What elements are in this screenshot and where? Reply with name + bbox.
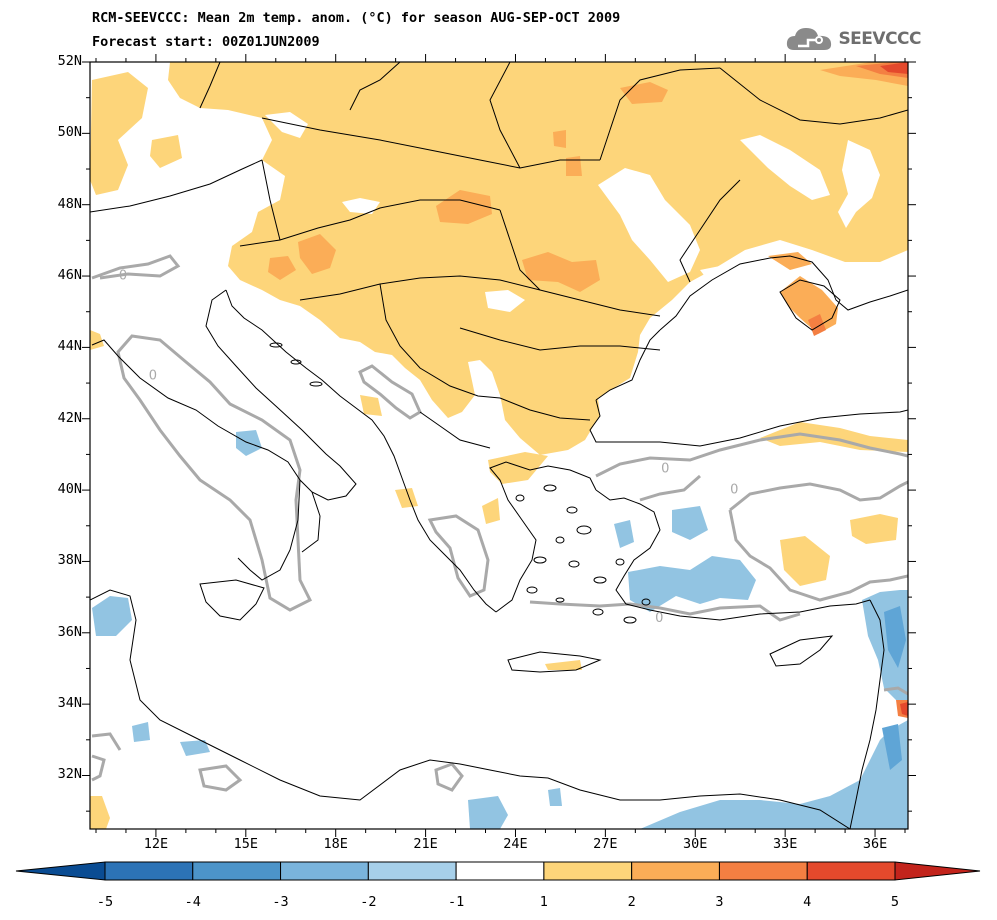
lon-label: 21E [413,836,438,852]
lon-label: 15E [233,836,258,852]
lon-label: 33E [772,836,798,852]
lon-label: 27E [593,836,618,852]
lon-label: 30E [683,836,708,852]
forecast-start: Forecast start: 00Z01JUN2009 [92,34,320,50]
lon-label: 12E [143,836,169,852]
colorbar-label: 5 [890,894,900,910]
contour-labels: 0 0 0 0 0 [119,269,739,626]
cloud-icon [787,28,832,50]
lat-label: 42N [57,409,82,426]
colorbar-label: -5 [96,894,114,910]
colorbar-segment [631,861,720,881]
cool-anomaly-2-3 [882,606,906,770]
colorbar-segment [367,861,457,881]
lon-label: 24E [503,836,528,852]
axis-ticks [82,54,916,837]
colorbar-label: -2 [360,894,377,910]
lat-label: 46N [57,267,82,284]
coastlines-borders [90,62,908,829]
colorbar-segment [718,861,808,881]
colorbar-label: -4 [184,894,201,910]
lat-label: 52N [57,53,82,69]
lon-label: 18E [323,836,348,852]
map-title: RCM-SEEVCCC: Mean 2m temp. anom. (°C) fo… [92,10,621,26]
lat-label: 38N [57,552,82,569]
map-plot-area [90,62,908,829]
colorbar-label: 4 [803,894,812,910]
colorbar-label: -1 [447,894,465,910]
colorbar-segment [192,861,282,881]
colorbar-segment [104,861,194,881]
lat-label: 40N [57,481,82,498]
seevccc-logo: SEEVCCC [786,26,921,52]
colorbar [15,861,981,881]
colorbar-segment [806,861,896,881]
colorbar-label: 3 [715,894,724,910]
contour-value-label: 0 [730,483,738,498]
lat-label: 48N [57,195,82,212]
colorbar-arrow-low [15,861,106,881]
contour-value-label: 0 [119,269,127,284]
lat-label: 32N [57,766,82,783]
colorbar-label: 1 [539,894,548,910]
lat-label: 50N [57,124,82,141]
lon-label: 36E [862,836,888,852]
colorbar-segment [455,861,545,881]
map-frame [89,61,909,830]
colorbar-segment [280,861,369,881]
contour-value-label: 0 [149,369,157,384]
colorbar-label: -3 [272,894,289,910]
warm-anomaly-2-3 [268,62,908,334]
lat-label: 34N [57,695,82,712]
lat-label: 44N [57,338,82,355]
colorbar-segment [543,861,633,881]
lat-label: 36N [57,623,82,640]
aegean-islands [269,342,651,624]
colorbar-label: 2 [627,894,636,910]
contour-value-label: 0 [655,611,663,626]
logo-text: SEEVCCC [838,29,921,49]
contour-value-label: 0 [661,461,669,476]
colorbar-arrow-high [894,861,981,881]
